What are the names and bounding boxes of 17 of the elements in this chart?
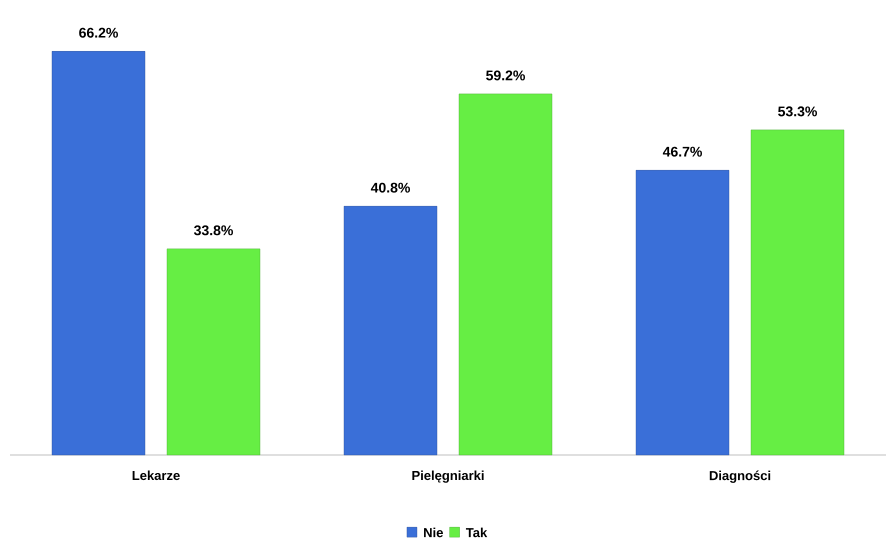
bar xyxy=(344,206,438,456)
bar xyxy=(636,170,730,456)
bar xyxy=(750,130,844,456)
data-label: 40.8% xyxy=(370,182,410,193)
x-tick-label: Pielęgniarki xyxy=(412,470,484,483)
bar xyxy=(458,94,552,456)
bar xyxy=(52,51,146,456)
x-tick-label: Diagności xyxy=(710,470,770,483)
bar xyxy=(166,248,260,456)
legend-label: Tak xyxy=(466,528,488,538)
data-label: 53.3% xyxy=(778,106,817,116)
data-label: 66.2% xyxy=(79,28,118,38)
data-label: 59.2% xyxy=(486,70,525,80)
x-tick-label: Lekarze xyxy=(132,470,180,480)
legend-label: Nie xyxy=(424,528,443,538)
data-label: 46.7% xyxy=(662,146,702,157)
data-label: 33.8% xyxy=(194,225,233,236)
